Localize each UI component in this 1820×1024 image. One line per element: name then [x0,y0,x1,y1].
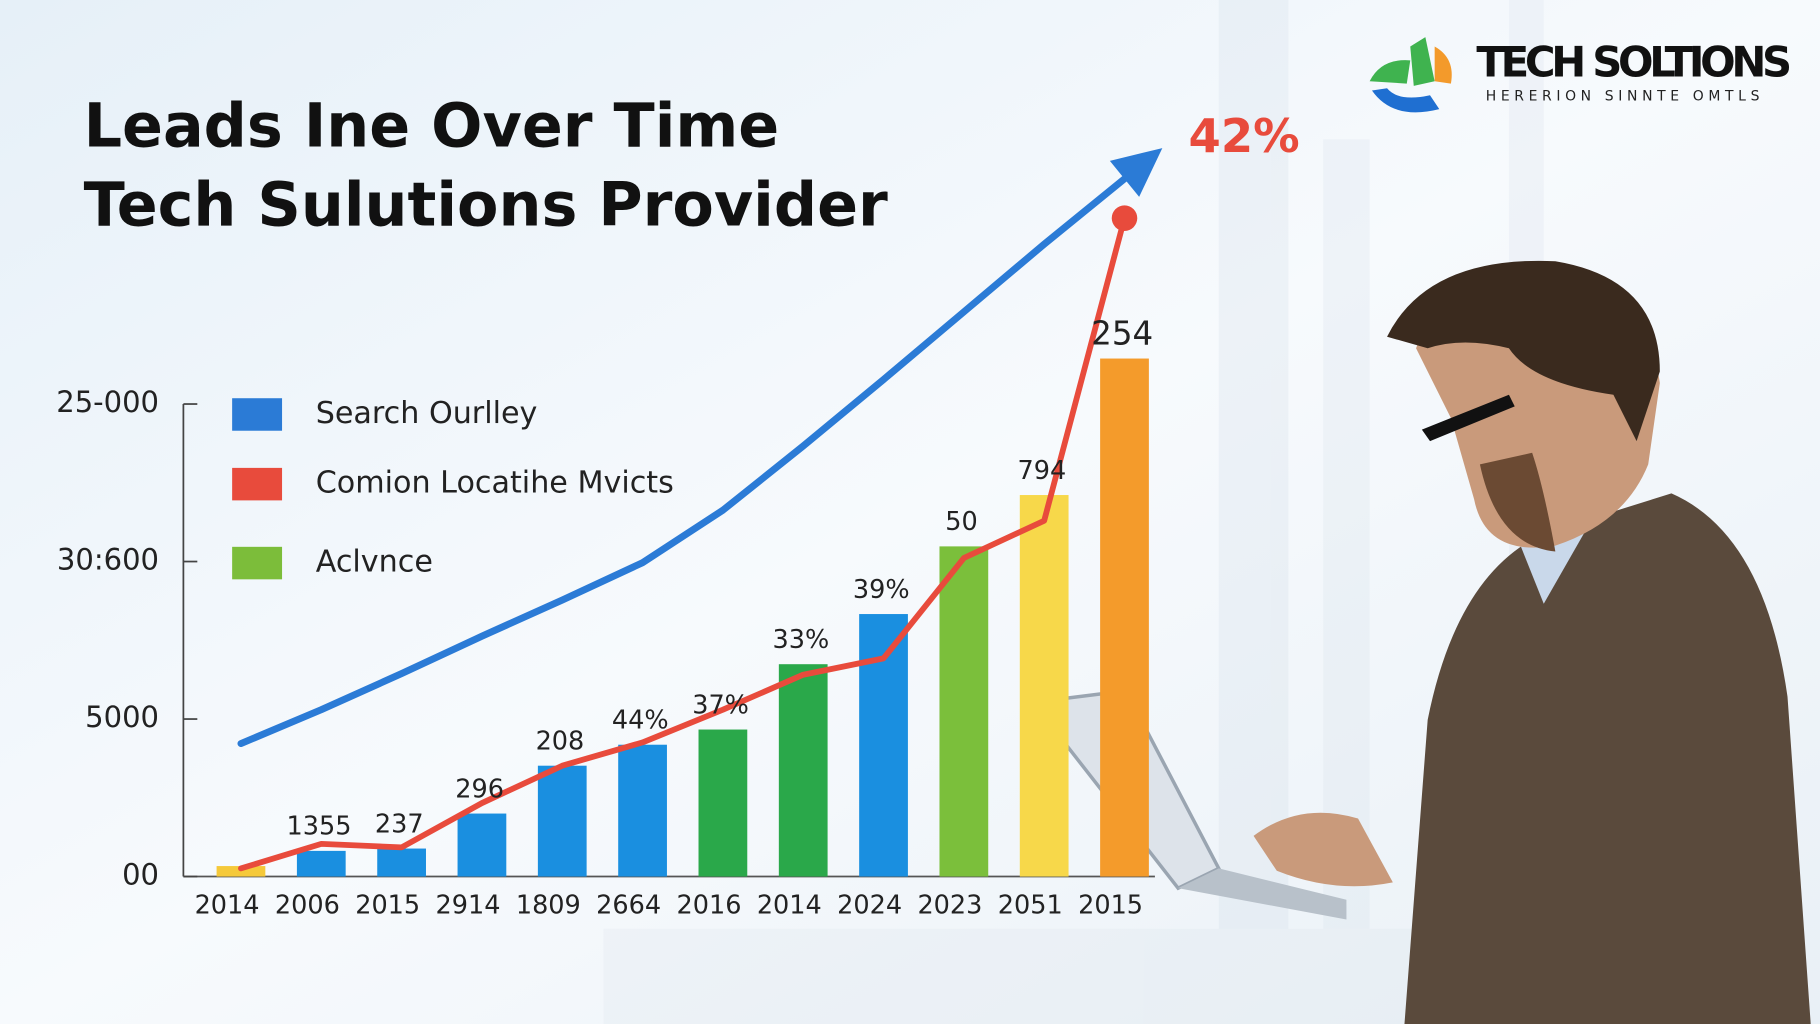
bar-label: 296 [455,774,504,804]
x-tick-label: 2664 [596,891,661,921]
bar [377,848,426,877]
x-tick-label: 2023 [917,891,982,921]
bar [939,546,989,877]
person-illustration [1029,260,1811,1024]
bar-label: 50 [945,507,977,537]
bar [537,765,587,877]
line [237,175,1128,748]
chart-subtitle: Tech Sulutions Provider [84,171,888,241]
y-tick-label: 00 [122,858,159,892]
chart-title: Leads Ine Over Time [84,92,780,162]
bar [1019,495,1069,877]
y-tick-label: 30:600 [57,543,159,577]
logo-name: TECH SOLTIONS [1476,38,1792,87]
x-tick-label: 2014 [195,891,260,921]
plot: 00 5000 30:600 25-000 2014 2006 2015 2914 1809 26… [56,148,1163,921]
bar [457,813,507,877]
end-dot [1111,205,1138,231]
bar-label: 33% [773,625,830,655]
legend-swatch [232,467,283,501]
bar-label: 37% [692,690,749,720]
legend-label: Aclvnce [316,545,433,580]
x-tick-label: 1809 [516,891,581,921]
bar-label: 254 [1091,314,1153,352]
legend-label: Search Ourlley [316,396,538,431]
bar-label: 208 [536,726,585,756]
bar-label: 1355 [286,812,351,842]
logo-tagline: HERERION SINNTE OMTLS [1486,88,1764,104]
bar [698,729,748,877]
line [238,215,1128,872]
bar-label: 39% [853,575,910,605]
bar [778,664,828,877]
legend-label: Comion Locatihe Mvicts [316,466,674,501]
background-buildings [603,0,1649,1024]
bar-label: 44% [612,705,669,735]
bar-label: 794 [1018,456,1067,486]
x-tick-label: 2006 [275,891,340,921]
bar [296,850,346,877]
bar [618,744,667,877]
x-tick-label: 2014 [757,891,822,921]
x-tick-label: 2914 [436,891,501,921]
x-tick-label: 2015 [355,891,420,921]
bar [1100,358,1149,877]
annotation: 42% [1189,109,1300,163]
legend-swatch [232,398,283,431]
x-tick-label: 2051 [998,891,1063,921]
x-tick-label: 2015 [1078,891,1143,921]
x-tick-label: 2016 [676,891,741,921]
bar-label: 237 [375,809,424,839]
logo-icon [1369,37,1452,113]
x-tick-label: 2024 [837,891,902,921]
bar [859,614,908,877]
arrow-head [1109,148,1163,197]
y-tick-label: 5000 [85,700,159,734]
legend-swatch [232,546,283,580]
bar [216,866,266,877]
y-tick-label: 25-000 [56,385,159,419]
